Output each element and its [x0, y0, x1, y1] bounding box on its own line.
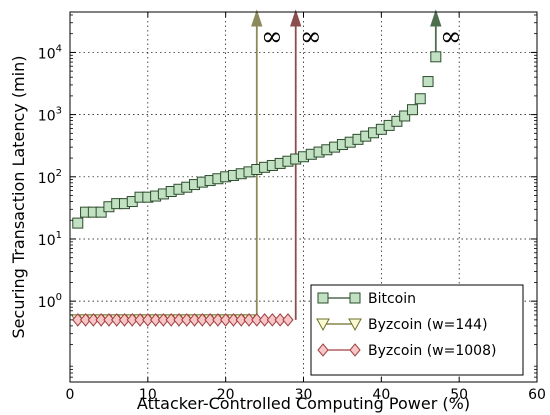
x-tick-label: 30: [295, 387, 313, 403]
data-point: [79, 313, 92, 327]
data-point: [118, 313, 131, 327]
legend-label: Byzcoin (w=1008): [368, 343, 496, 359]
x-tick-label: 20: [217, 387, 235, 403]
data-point: [95, 313, 107, 327]
legend-marker: [349, 292, 361, 304]
y-tick-label: 103: [38, 106, 62, 125]
y-axis-label: Securing Transaction Latency (min): [9, 56, 28, 339]
y-tick-power: 4: [56, 43, 62, 54]
y-tick-base: 10: [38, 46, 56, 62]
series-2: [72, 313, 294, 327]
data-point: [103, 313, 115, 327]
data-point: [274, 313, 286, 327]
y-tick-power: 1: [56, 230, 62, 241]
data-point: [134, 313, 146, 327]
data-point: [149, 313, 162, 327]
data-point: [243, 313, 255, 327]
y-tick-base: 10: [38, 295, 56, 311]
x-tick-label: 10: [139, 387, 157, 403]
data-point: [212, 313, 224, 327]
data-point: [430, 51, 442, 63]
data-point: [87, 313, 100, 327]
data-point: [126, 313, 138, 327]
data-point: [165, 313, 177, 327]
infinity-arrowhead: [290, 9, 302, 27]
data-point: [235, 313, 247, 327]
x-tick-label: 60: [528, 387, 546, 403]
data-marks: [70, 51, 442, 327]
legend-label: Bitcoin: [368, 291, 416, 307]
legend-marker: [317, 343, 329, 357]
legend-label: Byzcoin (w=144): [368, 317, 488, 333]
infinity-label: ∞: [300, 22, 322, 52]
data-point: [196, 313, 208, 327]
x-tick-label: 0: [66, 387, 75, 403]
data-point: [157, 313, 170, 327]
data-point: [181, 313, 193, 327]
data-point: [258, 313, 271, 327]
y-tick-power: 3: [56, 106, 62, 117]
data-point: [188, 313, 201, 327]
y-tick-power: 0: [56, 292, 62, 303]
data-point: [406, 104, 418, 116]
y-tick-base: 10: [38, 233, 56, 249]
legend-marker: [349, 343, 361, 357]
y-tick-label: 102: [38, 168, 62, 187]
x-tick-label: 50: [450, 387, 468, 403]
data-point: [266, 313, 279, 327]
data-point: [72, 217, 84, 229]
infinity-arrowhead: [430, 9, 442, 27]
data-point: [173, 313, 185, 327]
data-point: [422, 76, 434, 88]
legend-box: [310, 284, 524, 376]
data-point: [251, 313, 263, 327]
y-tick-power: 2: [56, 168, 62, 179]
x-tick-label: 40: [372, 387, 390, 403]
legend-marker: [348, 318, 362, 332]
y-tick-label: 104: [38, 43, 62, 62]
data-point: [111, 313, 123, 327]
data-point: [142, 313, 154, 327]
data-point: [227, 313, 240, 327]
data-point: [414, 93, 426, 105]
legend: Bitcoin Byzcoin (w=144) Byzcoin (w=1008): [310, 284, 524, 376]
series-0: [72, 51, 442, 229]
data-point: [220, 313, 232, 327]
data-point: [72, 313, 84, 327]
data-point: [282, 313, 294, 327]
legend-marker: [316, 318, 330, 332]
y-tick-label: 101: [38, 230, 62, 249]
infinity-arrowhead: [251, 9, 263, 27]
y-tick-base: 10: [38, 171, 56, 187]
x-axis-label: Attacker-Controlled Computing Power (%): [137, 394, 470, 413]
infinity-label: ∞: [440, 22, 462, 52]
data-point: [399, 110, 411, 122]
legend-marker: [317, 292, 329, 304]
y-tick-base: 10: [38, 109, 56, 125]
data-point: [204, 313, 216, 327]
y-tick-label: 100: [38, 292, 62, 311]
infinity-label: ∞: [261, 22, 283, 52]
